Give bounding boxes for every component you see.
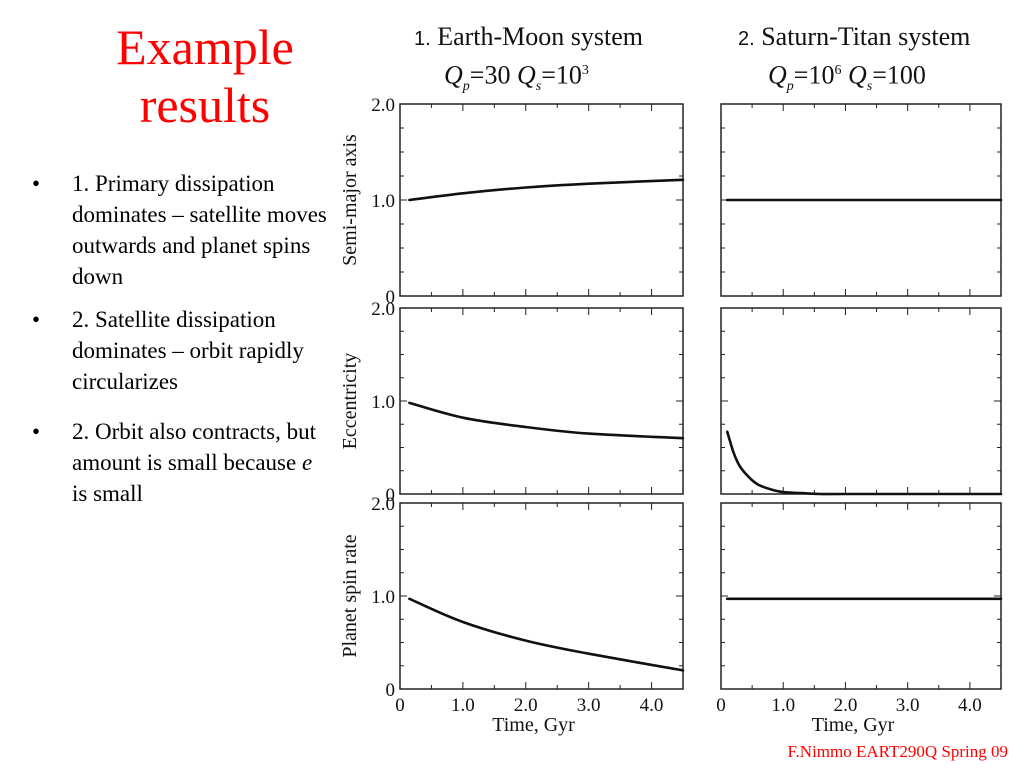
bullet-italic-e: e (301, 450, 313, 475)
y-axis-label: Planet spin rate (339, 534, 361, 657)
bullet-item: 1. Primary dissipation dominates – satel… (28, 168, 328, 292)
y-tick-label: 2.0 (371, 95, 395, 116)
system-1-header: 1. Earth-Moon system (414, 22, 643, 54)
system-1-q-values: Qp=30 Qs=103 (444, 60, 589, 94)
system-2-header: 2. Saturn-Titan system (738, 22, 970, 54)
y-axis-label: Semi-major axis (339, 134, 361, 266)
bullet-item: 2. Satellite dissipation dominates – orb… (28, 304, 328, 397)
system-name: Saturn-Titan system (761, 22, 971, 51)
y-tick-label: 2.0 (371, 299, 395, 320)
x-tick-label: 0 (716, 695, 726, 716)
system-number: 1. (414, 28, 431, 50)
y-tick-label: 1.0 (371, 392, 395, 413)
system-number: 2. (738, 28, 755, 50)
x-tick-label: 4.0 (958, 695, 982, 716)
title-line-2: results (139, 77, 271, 133)
series-line (408, 597, 685, 672)
system-2-q-values: Qp=106 Qs=100 (768, 60, 926, 94)
x-tick-label: 1.0 (771, 695, 795, 716)
plot-frame (720, 307, 1002, 495)
y-tick-label: 0 (386, 680, 396, 701)
qs-exponent: 3 (581, 63, 589, 78)
slide-title: Example results (80, 18, 330, 134)
series-line (408, 178, 685, 202)
series-line (408, 401, 685, 440)
y-tick-label: 0 (386, 287, 396, 308)
y-axis-label: Eccentricity (339, 353, 361, 450)
plot-frame (399, 103, 684, 297)
x-tick-label: 3.0 (896, 695, 920, 716)
x-tick-label: 0 (395, 695, 405, 716)
bullet-text: is small (72, 481, 143, 506)
x-axis-label: Time, Gyr (812, 714, 895, 736)
x-tick-label: 4.0 (640, 695, 664, 716)
x-axis-label: Time, Gyr (492, 714, 575, 736)
qp-value: 30 (484, 60, 511, 90)
system-name: Earth-Moon system (437, 22, 643, 51)
plot-frame (720, 502, 1002, 690)
y-tick-label: 1.0 (371, 191, 395, 212)
title-line-1: Example (116, 19, 294, 75)
x-tick-label: 2.0 (514, 695, 538, 716)
x-tick-label: 2.0 (834, 695, 858, 716)
qp-value: 10 (808, 60, 835, 90)
series-line (725, 430, 1003, 496)
x-tick-label: 1.0 (451, 695, 475, 716)
bullet-text: 2. Orbit also contracts, but amount is s… (72, 419, 317, 475)
footer-credit: F.Nimmo EART290Q Spring 09 (787, 742, 1008, 761)
qs-value: 100 (886, 60, 926, 90)
plot-frame (399, 502, 684, 690)
qp-exponent: 6 (834, 63, 842, 78)
y-tick-label: 1.0 (371, 587, 395, 608)
y-tick-label: 2.0 (371, 494, 395, 515)
qs-value: 10 (555, 60, 582, 90)
bullet-list: 1. Primary dissipation dominates – satel… (28, 168, 328, 509)
plot-frame (399, 307, 684, 495)
y-tick-label: 0 (386, 485, 396, 506)
bullet-item: 2. Orbit also contracts, but amount is s… (28, 416, 328, 509)
x-tick-label: 3.0 (577, 695, 601, 716)
